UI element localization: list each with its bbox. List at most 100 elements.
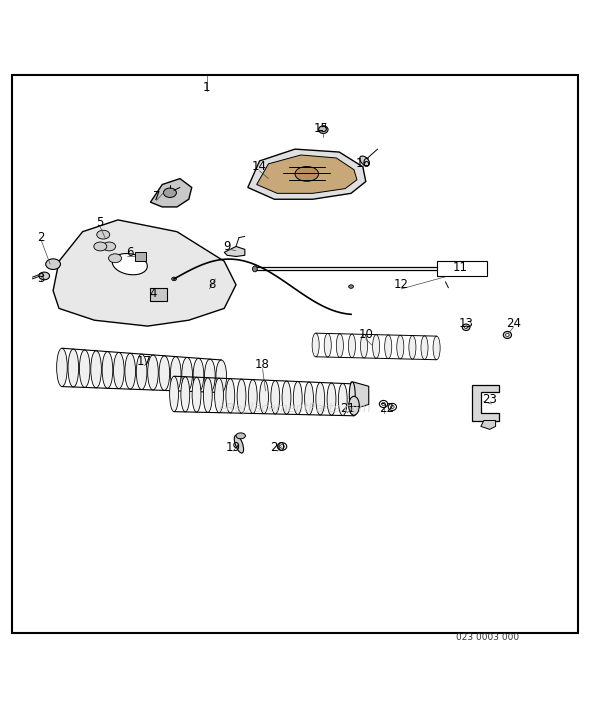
Ellipse shape xyxy=(348,334,355,358)
Text: 11: 11 xyxy=(453,260,468,273)
Text: 12: 12 xyxy=(394,278,409,291)
Text: 13: 13 xyxy=(458,317,474,330)
Text: 8: 8 xyxy=(209,278,216,291)
Text: 24: 24 xyxy=(506,317,521,330)
Ellipse shape xyxy=(103,242,116,251)
Ellipse shape xyxy=(277,442,287,450)
Bar xyxy=(150,288,167,301)
Ellipse shape xyxy=(316,382,325,415)
Ellipse shape xyxy=(171,356,181,391)
Text: 19: 19 xyxy=(225,440,241,453)
Ellipse shape xyxy=(349,396,359,415)
Ellipse shape xyxy=(113,352,124,389)
Polygon shape xyxy=(248,149,366,200)
Polygon shape xyxy=(257,155,357,193)
Ellipse shape xyxy=(282,381,291,414)
Text: 5: 5 xyxy=(97,216,104,229)
Ellipse shape xyxy=(109,254,122,262)
Ellipse shape xyxy=(215,378,224,413)
Ellipse shape xyxy=(97,230,110,239)
Text: 15: 15 xyxy=(314,122,329,135)
Ellipse shape xyxy=(409,335,416,359)
Ellipse shape xyxy=(182,357,192,391)
Text: 9: 9 xyxy=(224,240,231,253)
Ellipse shape xyxy=(125,354,136,389)
Ellipse shape xyxy=(163,188,176,197)
Ellipse shape xyxy=(503,331,512,338)
Text: 14: 14 xyxy=(252,161,267,174)
Ellipse shape xyxy=(293,382,302,414)
Ellipse shape xyxy=(465,326,468,328)
Ellipse shape xyxy=(148,355,158,390)
Ellipse shape xyxy=(57,348,67,387)
Polygon shape xyxy=(472,385,499,421)
Text: 18: 18 xyxy=(255,358,270,371)
Text: eReplacementParts.com: eReplacementParts.com xyxy=(219,402,371,415)
Ellipse shape xyxy=(304,382,313,415)
Text: 3: 3 xyxy=(38,273,45,286)
Ellipse shape xyxy=(421,336,428,359)
Ellipse shape xyxy=(280,445,284,448)
Ellipse shape xyxy=(45,259,60,270)
Ellipse shape xyxy=(236,433,245,439)
Ellipse shape xyxy=(237,379,246,414)
Ellipse shape xyxy=(226,379,235,413)
Ellipse shape xyxy=(253,266,257,272)
Ellipse shape xyxy=(506,333,509,336)
Ellipse shape xyxy=(349,384,359,416)
Ellipse shape xyxy=(373,335,380,359)
Text: 023 0003 000: 023 0003 000 xyxy=(456,633,519,642)
Ellipse shape xyxy=(112,254,148,275)
Ellipse shape xyxy=(102,351,113,388)
Ellipse shape xyxy=(169,376,178,411)
Polygon shape xyxy=(53,220,236,326)
Ellipse shape xyxy=(181,377,190,412)
Ellipse shape xyxy=(336,334,343,357)
Ellipse shape xyxy=(312,333,319,356)
Ellipse shape xyxy=(205,359,215,392)
Polygon shape xyxy=(351,382,369,408)
Ellipse shape xyxy=(193,359,204,392)
Ellipse shape xyxy=(379,401,388,408)
Text: 22: 22 xyxy=(379,402,394,415)
Text: 4: 4 xyxy=(150,287,157,300)
Polygon shape xyxy=(150,179,192,207)
Ellipse shape xyxy=(324,333,332,357)
Polygon shape xyxy=(481,421,496,429)
Ellipse shape xyxy=(319,126,328,134)
Ellipse shape xyxy=(234,435,244,453)
Ellipse shape xyxy=(338,383,347,416)
Ellipse shape xyxy=(360,156,369,166)
Ellipse shape xyxy=(327,383,336,415)
Ellipse shape xyxy=(271,380,280,414)
Ellipse shape xyxy=(349,382,355,408)
Text: 1: 1 xyxy=(203,81,210,94)
Text: 7: 7 xyxy=(153,190,160,202)
Ellipse shape xyxy=(360,334,368,358)
Bar xyxy=(437,261,487,276)
Ellipse shape xyxy=(91,351,101,388)
Ellipse shape xyxy=(463,324,470,330)
Ellipse shape xyxy=(204,377,212,412)
Ellipse shape xyxy=(192,377,201,412)
Ellipse shape xyxy=(391,406,394,408)
Text: 2: 2 xyxy=(38,231,45,244)
Polygon shape xyxy=(224,247,245,257)
Text: 6: 6 xyxy=(126,246,133,259)
Ellipse shape xyxy=(68,349,78,387)
Text: 16: 16 xyxy=(355,158,371,171)
Bar xyxy=(135,252,146,261)
Ellipse shape xyxy=(385,335,392,359)
Ellipse shape xyxy=(159,356,170,390)
Ellipse shape xyxy=(396,335,404,359)
Ellipse shape xyxy=(248,380,257,414)
Ellipse shape xyxy=(388,403,396,411)
Text: 23: 23 xyxy=(482,393,497,406)
Text: 21: 21 xyxy=(340,402,356,415)
Text: 17: 17 xyxy=(137,355,152,368)
Ellipse shape xyxy=(433,336,440,360)
Ellipse shape xyxy=(172,277,176,281)
Ellipse shape xyxy=(482,266,486,272)
Ellipse shape xyxy=(94,242,107,251)
Ellipse shape xyxy=(80,350,90,388)
